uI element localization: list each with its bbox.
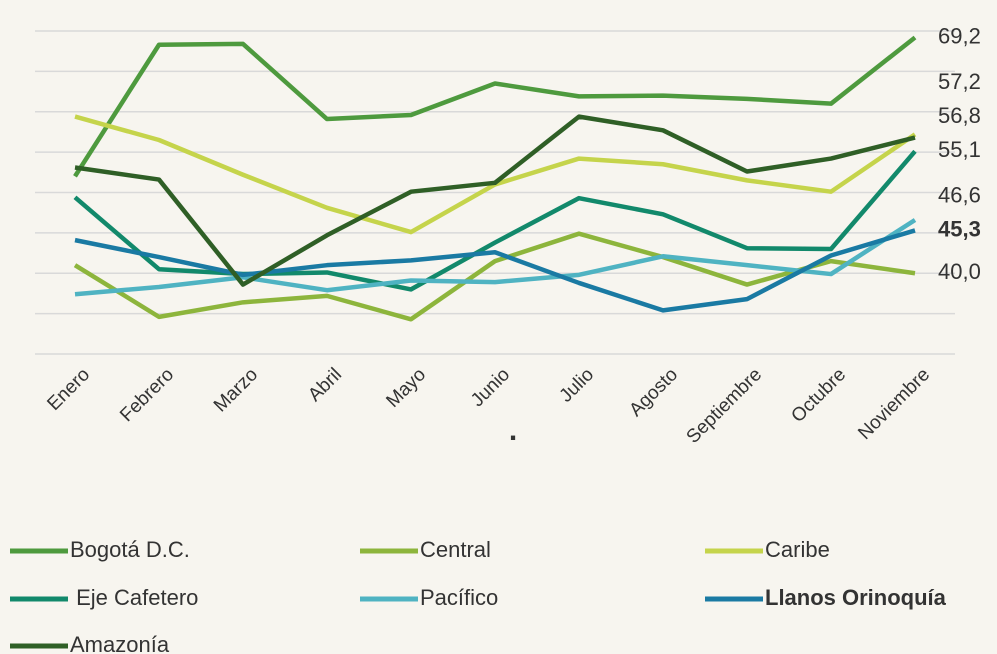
legend-label: Central (420, 537, 491, 562)
data-label: 69,2 (938, 23, 981, 48)
legend-label: Pacífico (420, 585, 498, 610)
data-label: 57,2 (938, 69, 981, 94)
series-line (74, 218, 917, 297)
series-line (74, 114, 916, 287)
legend-label: Caribe (765, 537, 830, 562)
series-line (74, 228, 916, 313)
data-label: 56,8 (938, 103, 981, 128)
annotation: . (509, 414, 517, 447)
legend-label: Amazonía (70, 632, 170, 654)
series-line (73, 231, 916, 322)
data-label: 40,0 (938, 259, 981, 284)
series-line (73, 35, 917, 178)
data-label: 46,6 (938, 182, 981, 207)
legend-label: Llanos Orinoquía (765, 585, 947, 610)
series-line (73, 149, 917, 292)
legend-label: Eje Cafetero (70, 585, 198, 610)
data-label: 45,3 (938, 216, 981, 241)
legend-label: Bogotá D.C. (70, 537, 190, 562)
data-label: 55,1 (938, 137, 981, 162)
